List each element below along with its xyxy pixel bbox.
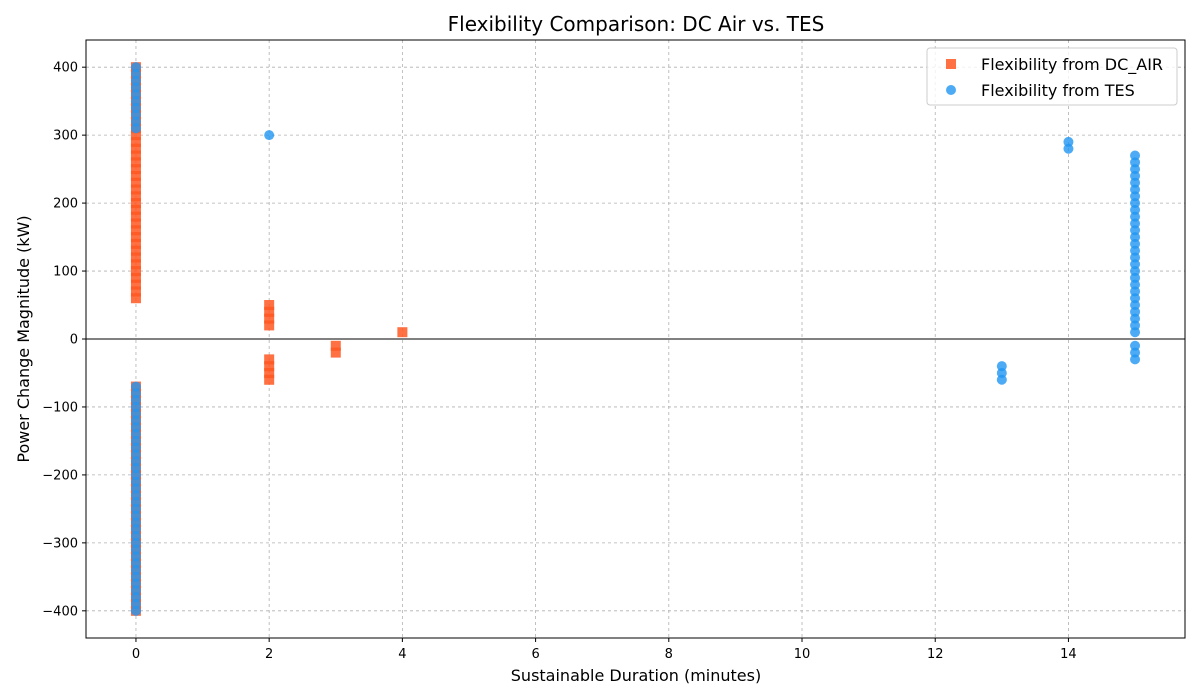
legend-label: Flexibility from TES bbox=[981, 81, 1135, 100]
dc-air-point bbox=[130, 238, 141, 249]
dc-air-point bbox=[130, 198, 141, 209]
dc-air-point bbox=[264, 300, 275, 311]
dc-air-point bbox=[330, 340, 341, 351]
x-tick-label: 0 bbox=[132, 647, 140, 662]
dc-air-point bbox=[264, 374, 275, 385]
y-tick-label: 200 bbox=[53, 197, 78, 212]
dc-air-point bbox=[264, 313, 275, 324]
x-tick-label: 2 bbox=[265, 647, 273, 662]
dc-air-point bbox=[264, 354, 275, 365]
dc-air-point bbox=[130, 272, 141, 283]
x-tick-label: 12 bbox=[927, 647, 944, 662]
y-tick-label: −300 bbox=[42, 536, 78, 551]
tes-point bbox=[130, 605, 141, 616]
dc-air-point bbox=[130, 143, 141, 154]
dc-air-point bbox=[130, 177, 141, 188]
y-tick-label: −200 bbox=[42, 468, 78, 483]
tes-point bbox=[264, 130, 275, 141]
dc-air-point bbox=[130, 170, 141, 181]
dc-air-point bbox=[130, 245, 141, 256]
dc-air-point bbox=[130, 293, 141, 304]
x-tick-label: 14 bbox=[1060, 647, 1077, 662]
dc-air-point bbox=[130, 286, 141, 297]
dc-air-point bbox=[130, 218, 141, 229]
y-tick-label: −400 bbox=[42, 604, 78, 619]
y-tick-label: 0 bbox=[70, 333, 78, 348]
tes-point bbox=[996, 374, 1007, 385]
x-tick-label: 6 bbox=[531, 647, 539, 662]
tes-point bbox=[1130, 354, 1141, 365]
dc-air-point bbox=[130, 150, 141, 161]
y-tick-label: −100 bbox=[42, 400, 78, 415]
grid-lines bbox=[86, 40, 1185, 638]
legend-marker-dc-air bbox=[946, 59, 956, 69]
tes-point bbox=[130, 62, 141, 73]
dc-air-point bbox=[130, 191, 141, 202]
dc-air-point bbox=[130, 157, 141, 168]
data-points bbox=[130, 62, 1141, 616]
legend-marker-tes bbox=[946, 85, 956, 95]
dc-air-point bbox=[130, 259, 141, 270]
y-tick-label: 300 bbox=[53, 129, 78, 144]
x-axis-label: Sustainable Duration (minutes) bbox=[511, 666, 761, 685]
dc-air-point bbox=[130, 184, 141, 195]
dc-air-point bbox=[130, 225, 141, 236]
y-tick-label: 100 bbox=[53, 265, 78, 280]
dc-air-point bbox=[264, 320, 275, 331]
x-tick-label: 10 bbox=[794, 647, 811, 662]
dc-air-point bbox=[264, 361, 275, 372]
x-tick-label: 8 bbox=[665, 647, 673, 662]
dc-air-point bbox=[130, 164, 141, 175]
dc-air-point bbox=[130, 266, 141, 277]
legend-box bbox=[926, 47, 1178, 106]
y-axis-label: Power Change Magnitude (kW) bbox=[14, 215, 33, 462]
tes-point bbox=[1063, 136, 1074, 147]
tes-point bbox=[1130, 150, 1141, 161]
chart-title: Flexibility Comparison: DC Air vs. TES bbox=[448, 12, 825, 36]
dc-air-point bbox=[130, 252, 141, 263]
axis-ticks: 0 2 4 6 8 10 12 14 −400 −300 −200 −100 0 100 200 300 400 bbox=[42, 61, 1076, 662]
dc-air-point bbox=[264, 306, 275, 317]
x-tick-label: 4 bbox=[398, 647, 406, 662]
dc-air-point bbox=[130, 136, 141, 147]
dc-air-point bbox=[130, 211, 141, 222]
dc-air-point bbox=[397, 327, 408, 338]
dc-air-point bbox=[130, 204, 141, 215]
y-tick-label: 400 bbox=[53, 61, 78, 76]
dc-air-point bbox=[130, 232, 141, 243]
dc-air-point bbox=[130, 279, 141, 290]
legend-label: Flexibility from DC_AIR bbox=[981, 55, 1163, 75]
dc-air-point bbox=[330, 347, 341, 358]
legend: Flexibility from DC_AIR Flexibility from … bbox=[926, 47, 1178, 106]
dc-air-point bbox=[264, 367, 275, 378]
dc-air-point bbox=[130, 130, 141, 141]
